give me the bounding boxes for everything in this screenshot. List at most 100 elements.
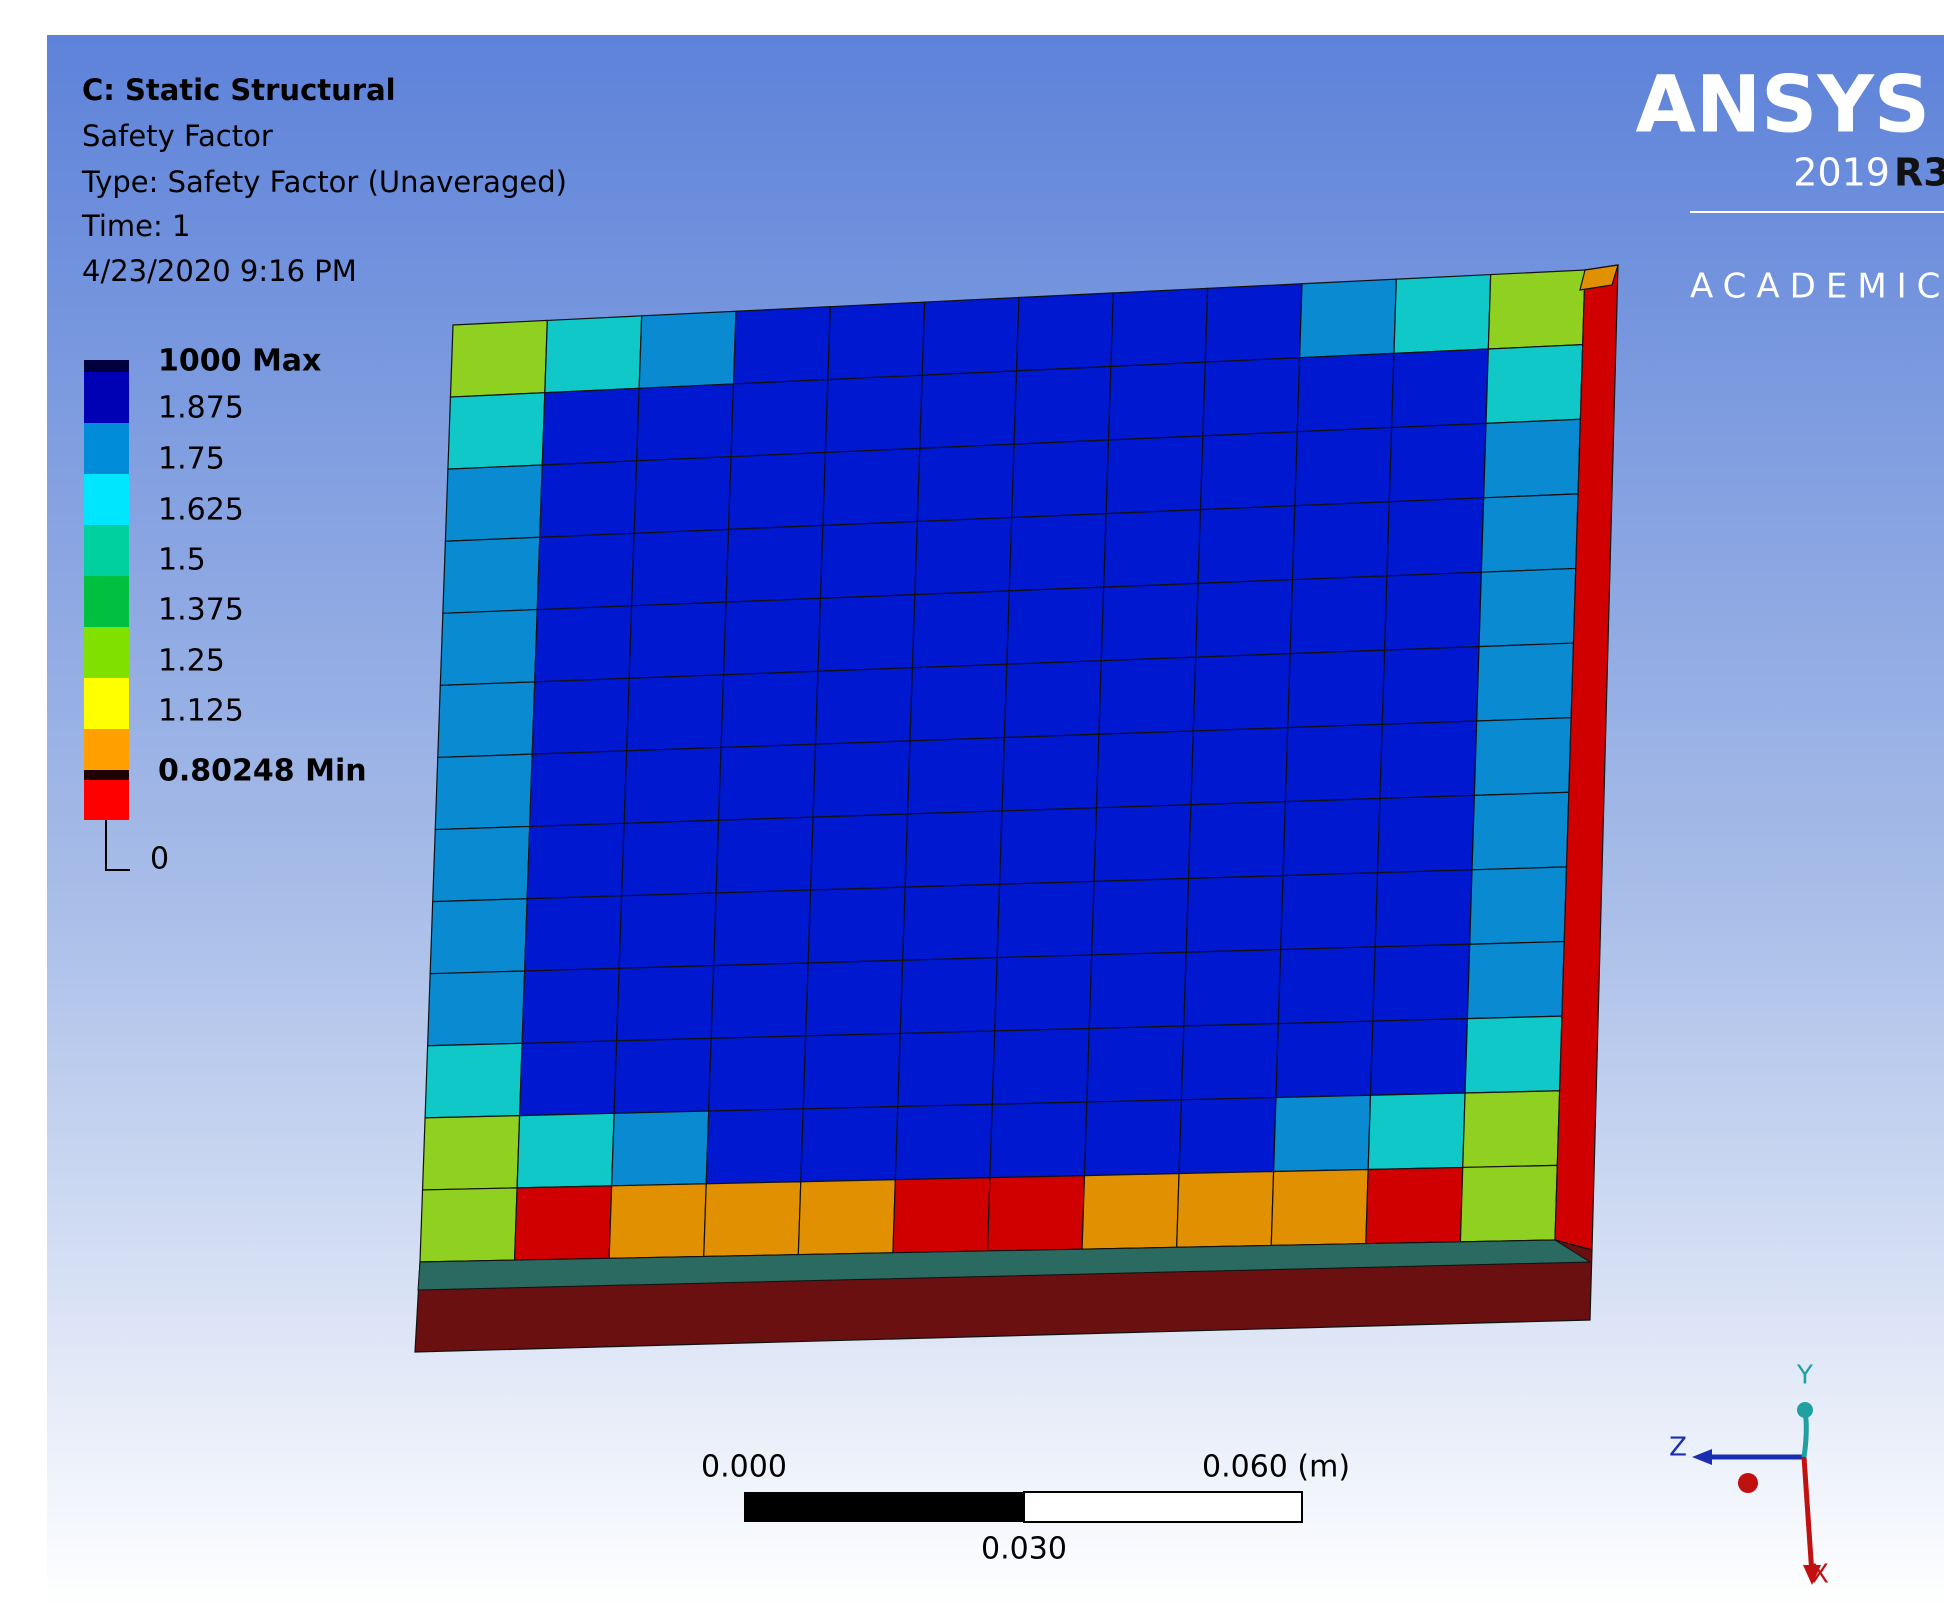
mesh-cell xyxy=(1089,952,1186,1028)
mesh-cell xyxy=(1484,419,1581,498)
mesh-cell xyxy=(1371,1019,1468,1096)
mesh-cell xyxy=(1385,572,1482,650)
mesh-cell xyxy=(806,960,903,1036)
mesh-cell xyxy=(1084,1100,1181,1176)
mesh-cell xyxy=(1271,1169,1368,1245)
mesh-cell xyxy=(726,525,823,602)
mesh-cell xyxy=(818,595,915,672)
legend-band xyxy=(84,780,129,820)
mesh-cell xyxy=(1106,436,1203,514)
time: Time: 1 xyxy=(81,209,190,243)
scale-bar-white xyxy=(1024,1492,1302,1522)
mesh-cell xyxy=(915,518,1012,595)
mesh-cell xyxy=(1389,423,1486,501)
logo-brand: ANSYS xyxy=(1636,60,1930,150)
legend-band xyxy=(84,474,129,525)
legend-label: 1.25 xyxy=(158,644,225,679)
mesh-cell xyxy=(1474,718,1571,796)
mesh-cell xyxy=(420,1188,517,1262)
mesh-cell xyxy=(992,1028,1089,1104)
mesh-cell xyxy=(1472,792,1569,870)
mesh-cell xyxy=(895,1104,992,1179)
mesh-cell xyxy=(1486,345,1583,424)
mesh-cell xyxy=(1378,795,1475,872)
mesh-cell xyxy=(440,610,537,686)
mesh-cell xyxy=(825,375,922,452)
mesh-cell xyxy=(1179,1098,1276,1174)
mesh-cell xyxy=(1201,432,1298,510)
mesh-cell xyxy=(912,591,1009,668)
mesh-cell xyxy=(540,461,637,537)
legend-band xyxy=(84,360,129,372)
mesh-cell xyxy=(719,744,816,820)
mesh-cell xyxy=(542,388,639,465)
title: C: Static Structural xyxy=(82,73,396,107)
mesh-cell xyxy=(535,606,632,682)
mesh-cell xyxy=(988,1176,1085,1251)
mesh-cell xyxy=(908,738,1005,814)
mesh-cell xyxy=(1366,1167,1463,1243)
mesh-cell xyxy=(1007,587,1104,664)
mesh-cell xyxy=(1288,650,1385,728)
mesh-cell xyxy=(711,963,808,1038)
mesh-cell xyxy=(448,393,545,469)
mesh-cell xyxy=(803,1033,900,1108)
mesh-cell xyxy=(816,668,913,744)
mesh xyxy=(415,265,1618,1352)
mesh-cell xyxy=(1479,568,1576,646)
mesh-cell xyxy=(1281,873,1378,950)
mesh-cell xyxy=(1300,279,1397,358)
mesh-cell xyxy=(622,820,719,896)
mesh-cell xyxy=(515,1186,612,1260)
mesh-cell xyxy=(612,1111,709,1186)
mesh-cell xyxy=(1094,805,1191,882)
mesh-cell xyxy=(721,671,818,747)
mesh-cell xyxy=(1297,353,1394,431)
logo-edition: ACADEMIC xyxy=(1690,267,1944,307)
mesh-cell xyxy=(798,1180,895,1255)
mesh-cell xyxy=(1189,802,1286,879)
mesh-cell xyxy=(438,682,535,758)
mesh-cell xyxy=(920,371,1017,449)
logo-year: 2019 xyxy=(1793,151,1890,195)
mesh-cell xyxy=(917,444,1014,521)
mesh-cell xyxy=(629,602,726,678)
mesh-cell xyxy=(714,890,811,966)
mesh-cell xyxy=(1101,583,1198,660)
mesh-cell xyxy=(1465,1016,1562,1093)
legend-label: 1.5 xyxy=(158,543,206,578)
mesh-cell xyxy=(823,448,920,525)
date: 4/23/2020 9:16 PM xyxy=(82,254,357,288)
mesh-cell xyxy=(639,311,736,388)
mesh-cell xyxy=(450,320,547,397)
scale-left: 0.000 xyxy=(701,1450,787,1485)
mesh-cell xyxy=(1467,942,1564,1019)
mesh-cell xyxy=(527,823,624,898)
mesh-cell xyxy=(1097,731,1194,808)
mesh-cell xyxy=(997,881,1094,957)
mesh-cell xyxy=(428,971,525,1046)
mesh-cell xyxy=(1177,1172,1274,1248)
mesh-cell xyxy=(1276,1021,1373,1097)
legend-band xyxy=(84,423,129,474)
mesh-cell xyxy=(1004,661,1101,738)
legend-band xyxy=(84,678,129,729)
mesh-cell xyxy=(1380,721,1477,799)
mesh-cell xyxy=(1198,506,1295,584)
mesh-cell xyxy=(828,302,925,380)
legend-band xyxy=(84,770,129,780)
mesh-cell xyxy=(634,457,731,534)
mesh-cell xyxy=(1099,657,1196,734)
mesh-cell xyxy=(1196,580,1293,658)
mesh-cell xyxy=(525,896,622,971)
legend-band xyxy=(84,525,129,576)
viewport: C: Static Structural Safety Factor Type:… xyxy=(0,0,1944,1607)
mesh-cell xyxy=(1009,514,1106,591)
mesh-cell xyxy=(1463,1091,1560,1168)
logo-release: R3 xyxy=(1894,151,1944,195)
mesh-cell xyxy=(425,1043,522,1118)
mesh-cell xyxy=(433,826,530,901)
mesh-cell xyxy=(729,453,826,530)
mesh-cell xyxy=(430,899,527,974)
mesh-cell xyxy=(905,811,1002,887)
